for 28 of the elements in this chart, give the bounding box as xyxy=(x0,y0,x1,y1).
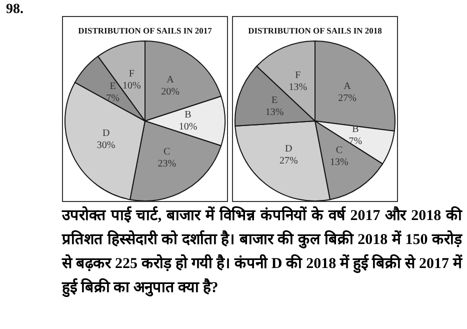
slice-label: A xyxy=(344,81,352,92)
slice-label: C xyxy=(164,146,171,158)
slice-label: C xyxy=(336,145,343,156)
slice-label: B xyxy=(184,110,192,120)
data-label: 13% xyxy=(265,106,284,118)
slice-label: D xyxy=(102,128,110,139)
data-label: 7% xyxy=(106,93,120,104)
slice-label: E xyxy=(271,94,278,106)
slice-label: E xyxy=(110,81,116,92)
data-label: 20% xyxy=(161,86,180,98)
data-label: 30% xyxy=(96,140,116,151)
slice-label: B xyxy=(352,124,360,136)
chart-title: DISTRIBUTION OF SAILS IN 2017 xyxy=(78,26,213,36)
chart-title: DISTRIBUTION OF SAILS IN 2018 xyxy=(248,26,382,36)
text: 98. xyxy=(6,2,24,18)
data-label: 10% xyxy=(178,122,198,132)
data-label: 23% xyxy=(158,158,176,170)
data-label: 27% xyxy=(279,155,298,166)
text: उपरोक्त पाई चार्ट, बाजार में विभिन्न कंपनियों के वर्ष 2017 और 2018 की प्रतिशत हिस्सेदारी को दर्शाता है। बाजार की कुल बिक्री 2018 में 150 करोड़ से बढ़कर 225 करोड़ हो गयी है। कंपनी D की 2018 में हुई बिक्री से 2017 में हुई बिक्री का अनुपात क्या है? xyxy=(62,205,462,299)
slice-label: F xyxy=(295,70,302,82)
data-label: 13% xyxy=(288,82,308,94)
slice-label: A xyxy=(166,74,175,86)
data-label: 7% xyxy=(348,136,362,148)
slice-label: F xyxy=(128,68,135,80)
data-label: 27% xyxy=(338,93,356,104)
data-label: 13% xyxy=(330,157,348,168)
slice-label: D xyxy=(285,143,292,154)
data-label: 10% xyxy=(122,80,141,92)
